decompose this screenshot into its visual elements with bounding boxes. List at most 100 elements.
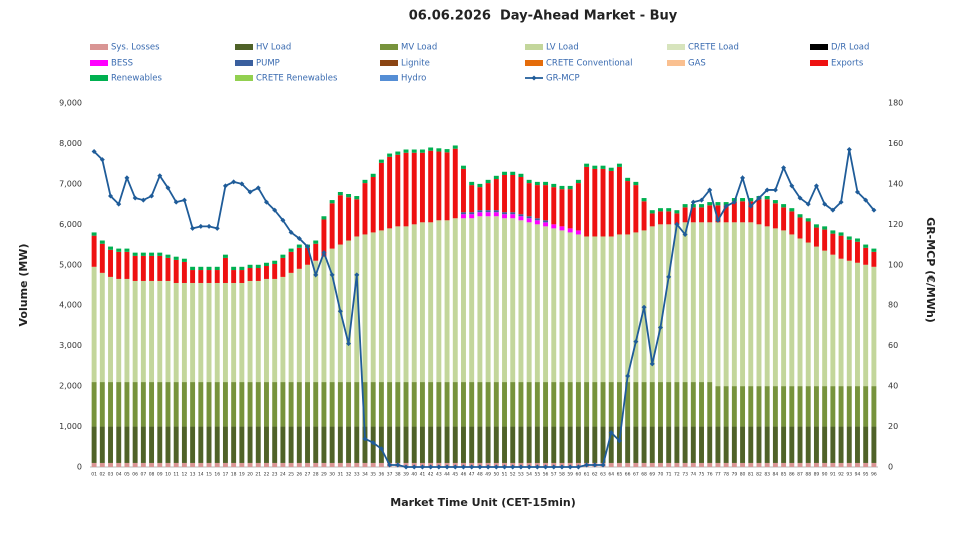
bar-segment — [132, 382, 138, 427]
bar-segment — [740, 426, 746, 463]
line-marker — [116, 201, 122, 207]
bar-segment — [173, 282, 179, 383]
line-marker — [657, 324, 663, 330]
bar-segment — [469, 212, 475, 215]
line-marker — [272, 207, 278, 213]
x-tick-label: 47 — [469, 472, 475, 478]
bar-segment — [149, 382, 155, 427]
line-marker — [846, 147, 852, 153]
bar-segment — [543, 226, 549, 383]
bar-segment — [813, 227, 819, 247]
x-tick-label: 61 — [584, 472, 590, 478]
bar-segment — [772, 426, 778, 463]
bar-segment — [855, 386, 860, 427]
x-tick-label: 62 — [592, 472, 598, 478]
line-marker — [469, 464, 475, 470]
bar-segment — [600, 168, 606, 237]
bar-segment — [731, 222, 737, 387]
x-tick-label: 41 — [420, 472, 426, 478]
bar-segment — [666, 208, 672, 212]
bar-segment — [715, 222, 721, 387]
line-marker — [263, 199, 269, 205]
bar-segment — [805, 462, 811, 467]
bar-segment — [428, 150, 434, 223]
x-tick-label: 75 — [699, 472, 705, 478]
bar-segment — [321, 216, 327, 220]
bar-segment — [436, 426, 442, 463]
y-tick-label: 9,000 — [59, 99, 82, 108]
bar-segment — [822, 229, 828, 251]
legend-label: Sys. Losses — [111, 43, 160, 53]
bar-segment — [354, 426, 360, 463]
bar-segment — [222, 282, 228, 383]
x-tick-label: 72 — [674, 472, 680, 478]
x-tick-label: 13 — [190, 472, 196, 478]
bar-segment — [280, 426, 286, 463]
bar-segment — [108, 382, 113, 427]
x-tick-label: 80 — [740, 472, 746, 478]
bar-segment — [239, 382, 245, 427]
bar-segment — [222, 254, 228, 258]
line-marker — [781, 165, 787, 171]
bar-segment — [370, 232, 376, 383]
bar-segment — [321, 426, 327, 463]
bar-segment — [658, 224, 663, 383]
legend-swatch — [810, 60, 828, 66]
x-tick-label: 74 — [690, 472, 696, 478]
line-marker — [625, 373, 631, 379]
line-marker — [723, 203, 729, 209]
bar-segment — [403, 426, 409, 463]
bar-segment — [584, 166, 590, 237]
x-tick-label: 67 — [633, 472, 639, 478]
bar-segment — [830, 426, 836, 463]
bar-segment — [198, 282, 204, 383]
bar-segment — [789, 208, 795, 212]
bar-segment — [214, 266, 220, 271]
bar-segment — [247, 426, 253, 463]
bar-segment — [346, 194, 352, 198]
bar-segment — [666, 211, 672, 225]
bar-segment — [190, 426, 196, 463]
x-tick-label: 07 — [140, 472, 146, 478]
bar-segment — [124, 278, 130, 383]
line-marker — [239, 181, 245, 187]
bar-segment — [633, 462, 639, 467]
line-marker — [871, 207, 877, 213]
bar-segment — [707, 382, 713, 427]
x-tick-label: 17 — [223, 472, 229, 478]
bar-segment — [608, 382, 614, 427]
bar-segment — [157, 462, 163, 467]
legend-swatch — [525, 60, 543, 66]
bar-segment — [461, 168, 466, 213]
line-marker — [411, 464, 417, 470]
bar-segment — [592, 236, 598, 383]
bar-segment — [625, 181, 631, 235]
line-marker — [165, 185, 171, 191]
bar-segment — [838, 386, 844, 427]
x-tick-label: 83 — [764, 472, 770, 478]
bar-segment — [781, 386, 787, 427]
bar-segment — [337, 382, 343, 427]
bar-segment — [231, 266, 237, 271]
bar-segment — [641, 426, 647, 463]
bar-segment — [165, 257, 171, 281]
bar-segment — [173, 462, 179, 467]
line-marker — [354, 272, 360, 278]
bar-segment — [403, 382, 409, 427]
bar-segment — [108, 276, 113, 383]
bar-segment — [731, 426, 737, 463]
bar-segment — [485, 426, 491, 463]
bar-segment — [469, 382, 475, 427]
bar-segment — [387, 382, 393, 427]
bar-segment — [502, 174, 507, 213]
line-marker — [559, 464, 565, 470]
bar-segment — [329, 203, 335, 249]
x-tick-label: 77 — [715, 472, 721, 478]
line-marker — [666, 274, 672, 280]
bar-segment — [518, 214, 524, 217]
bar-segment — [321, 382, 327, 427]
line-marker — [436, 464, 442, 470]
x-tick-label: 23 — [272, 472, 278, 478]
bar-segment — [781, 207, 787, 231]
line-marker — [830, 207, 836, 213]
